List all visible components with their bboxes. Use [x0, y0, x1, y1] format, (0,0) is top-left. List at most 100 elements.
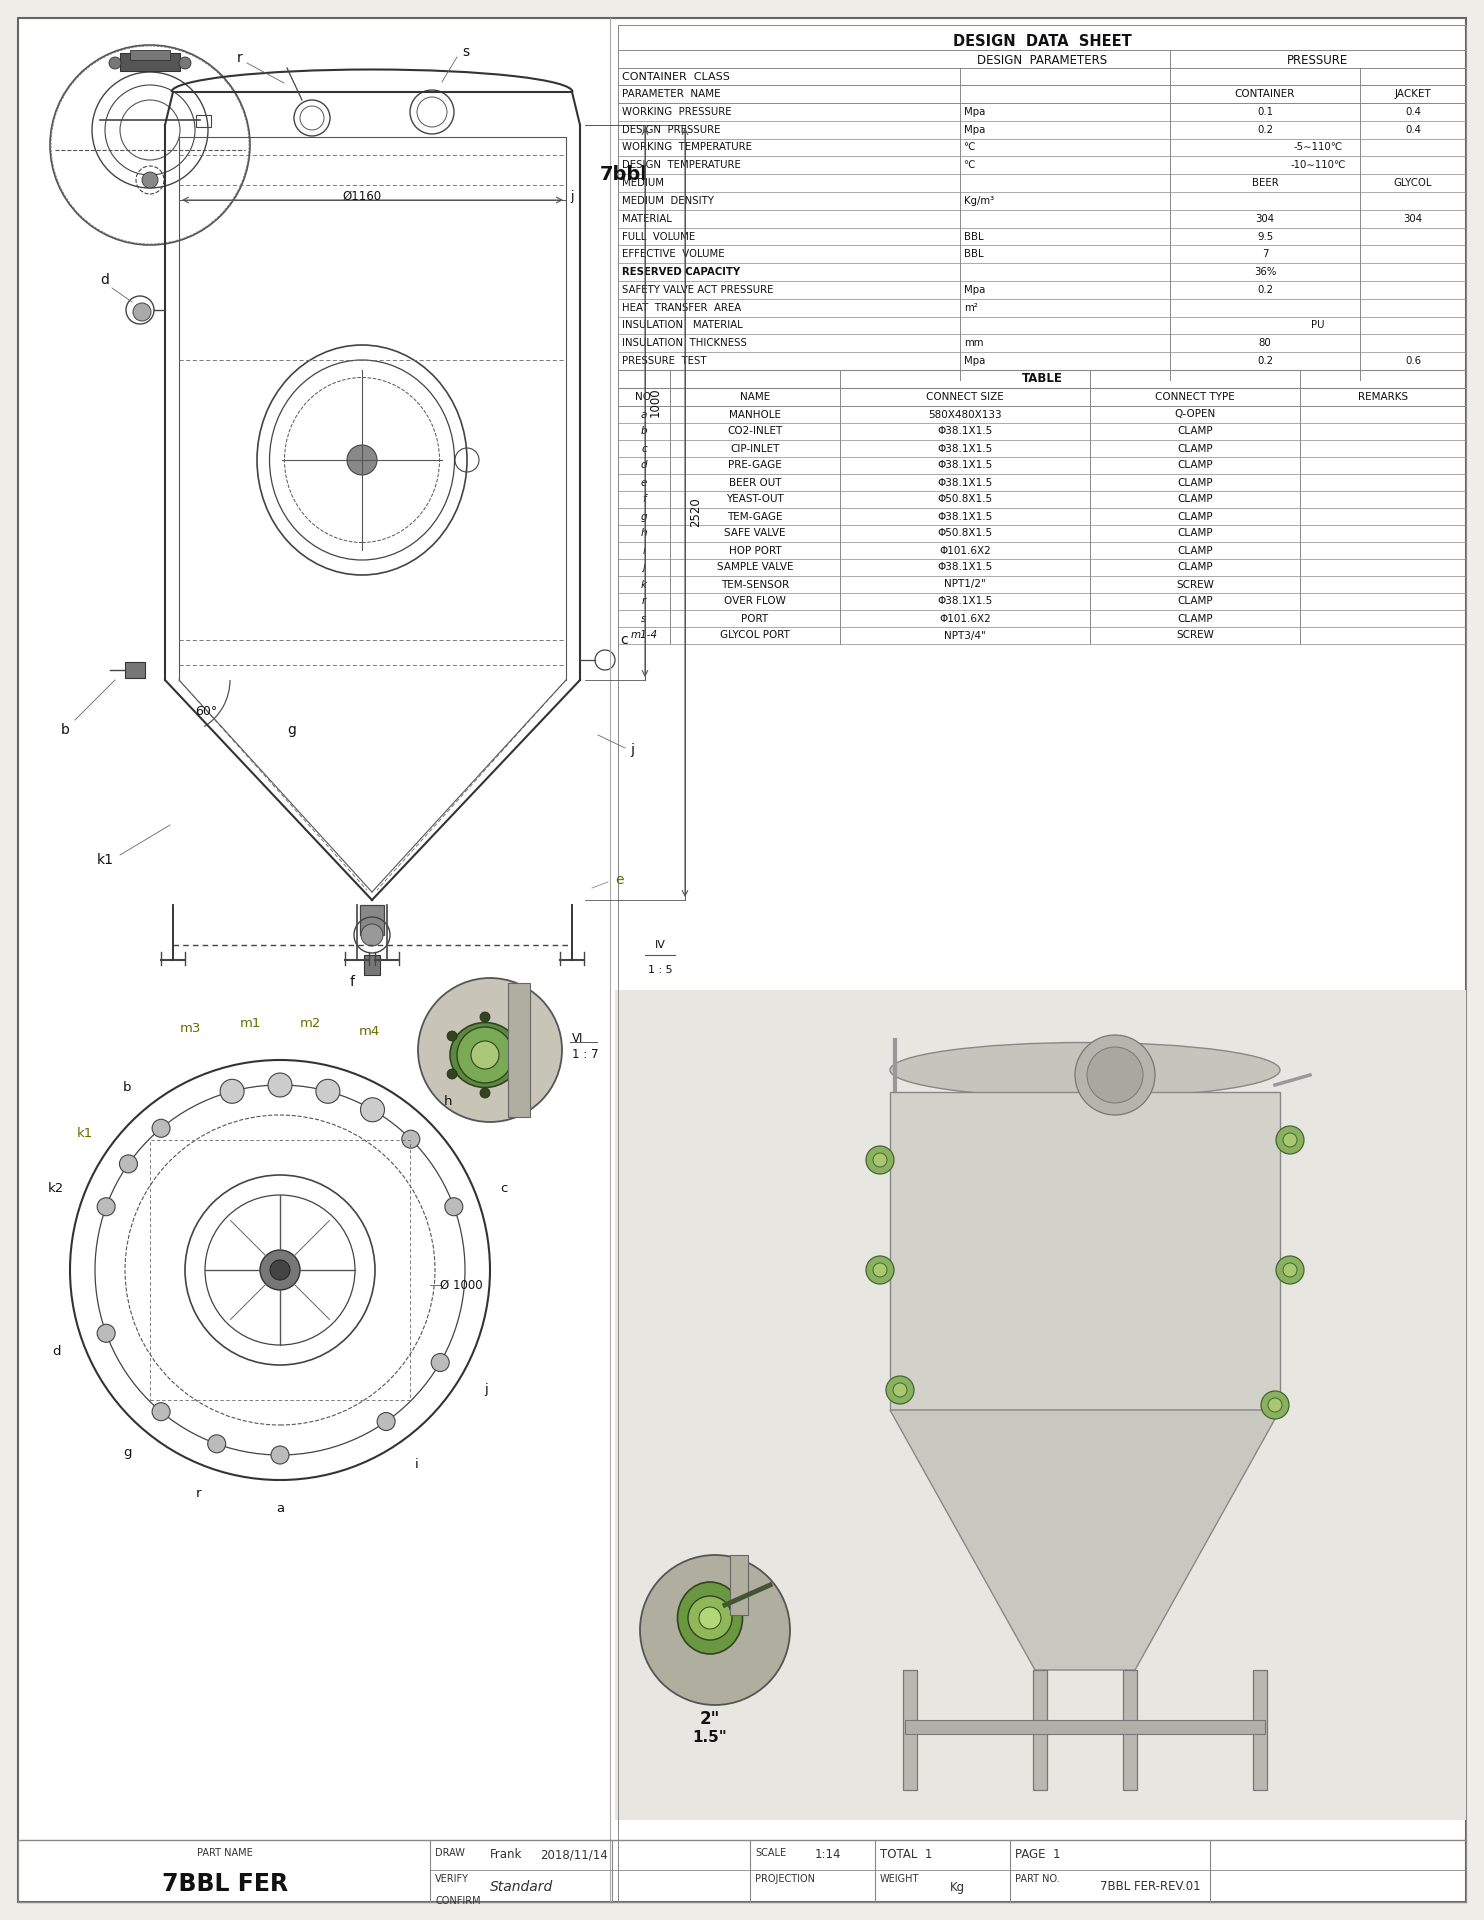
Text: j: j — [631, 743, 634, 756]
Text: Ø 1000: Ø 1000 — [439, 1279, 482, 1292]
Text: CLAMP: CLAMP — [1177, 426, 1212, 436]
Text: BBL: BBL — [965, 232, 984, 242]
Circle shape — [1261, 1390, 1290, 1419]
Text: PAGE  1: PAGE 1 — [1015, 1849, 1061, 1862]
Text: VI: VI — [571, 1031, 583, 1044]
Text: 1.5": 1.5" — [693, 1730, 727, 1745]
Circle shape — [361, 924, 383, 947]
Text: WORKING  TEMPERATURE: WORKING TEMPERATURE — [622, 142, 752, 152]
Text: TEM-GAGE: TEM-GAGE — [727, 511, 782, 522]
Bar — [902, 1670, 917, 1789]
Text: k1: k1 — [77, 1127, 93, 1140]
Bar — [131, 50, 171, 60]
Circle shape — [272, 1446, 289, 1463]
Text: 1 : 7: 1 : 7 — [571, 1048, 598, 1062]
Text: 2": 2" — [700, 1711, 720, 1728]
Circle shape — [119, 1156, 138, 1173]
Text: SCREW: SCREW — [1175, 630, 1214, 641]
Text: SCALE: SCALE — [755, 1847, 787, 1859]
Text: 7bbl: 7bbl — [600, 165, 649, 184]
Circle shape — [886, 1377, 914, 1404]
Text: PU: PU — [1312, 321, 1325, 330]
Text: CO2-INLET: CO2-INLET — [727, 426, 782, 436]
Circle shape — [96, 1325, 116, 1342]
Circle shape — [1267, 1398, 1282, 1411]
Bar — [1123, 1670, 1137, 1789]
Circle shape — [1074, 1035, 1155, 1116]
Ellipse shape — [678, 1582, 742, 1653]
Text: i: i — [414, 1459, 418, 1471]
Text: Mpa: Mpa — [965, 125, 985, 134]
Circle shape — [640, 1555, 789, 1705]
Text: CLAMP: CLAMP — [1177, 545, 1212, 555]
Bar — [364, 954, 380, 975]
Circle shape — [513, 1031, 522, 1041]
Text: BEER OUT: BEER OUT — [729, 478, 781, 488]
Text: Φ101.6X2: Φ101.6X2 — [939, 614, 991, 624]
Circle shape — [445, 1198, 463, 1215]
Text: 0.6: 0.6 — [1405, 355, 1422, 367]
Circle shape — [134, 303, 151, 321]
Text: CONFIRM: CONFIRM — [435, 1897, 481, 1907]
Text: EFFECTIVE  VOLUME: EFFECTIVE VOLUME — [622, 250, 724, 259]
Circle shape — [873, 1154, 887, 1167]
Text: PORT: PORT — [742, 614, 769, 624]
Text: 7BBL FER-REV.01: 7BBL FER-REV.01 — [1100, 1880, 1201, 1893]
Text: m4: m4 — [359, 1025, 380, 1039]
Text: HOP PORT: HOP PORT — [729, 545, 781, 555]
Text: PROJECTION: PROJECTION — [755, 1874, 815, 1884]
Text: MANHOLE: MANHOLE — [729, 409, 781, 419]
Text: d: d — [641, 461, 647, 470]
Text: 580X480X133: 580X480X133 — [928, 409, 1002, 419]
Circle shape — [108, 58, 122, 69]
Text: DESIGN  DATA  SHEET: DESIGN DATA SHEET — [953, 35, 1131, 50]
Text: Mpa: Mpa — [965, 355, 985, 367]
Text: a: a — [641, 409, 647, 419]
Text: CLAMP: CLAMP — [1177, 597, 1212, 607]
Bar — [1252, 1670, 1267, 1789]
Text: 304: 304 — [1404, 213, 1423, 225]
Text: 1 : 5: 1 : 5 — [647, 966, 672, 975]
Text: SAFETY VALVE ACT PRESSURE: SAFETY VALVE ACT PRESSURE — [622, 284, 773, 296]
Text: Φ50.8X1.5: Φ50.8X1.5 — [938, 528, 993, 538]
Text: SAFE VALVE: SAFE VALVE — [724, 528, 785, 538]
Circle shape — [447, 1069, 457, 1079]
Circle shape — [151, 1404, 171, 1421]
Text: 7: 7 — [1261, 250, 1269, 259]
Text: SAMPLE VALVE: SAMPLE VALVE — [717, 563, 794, 572]
Text: 9.5: 9.5 — [1257, 232, 1273, 242]
Text: g: g — [641, 511, 647, 522]
Text: m1-4: m1-4 — [631, 630, 657, 641]
Text: Mpa: Mpa — [965, 108, 985, 117]
Circle shape — [361, 1098, 384, 1121]
Circle shape — [180, 58, 191, 69]
Text: CLAMP: CLAMP — [1177, 461, 1212, 470]
Text: NO.: NO. — [635, 392, 653, 401]
Circle shape — [316, 1079, 340, 1104]
Text: Φ101.6X2: Φ101.6X2 — [939, 545, 991, 555]
Text: Φ50.8X1.5: Φ50.8X1.5 — [938, 495, 993, 505]
Text: PART NO.: PART NO. — [1015, 1874, 1060, 1884]
Text: 0.4: 0.4 — [1405, 108, 1422, 117]
Circle shape — [470, 1041, 499, 1069]
Text: CONTAINER  CLASS: CONTAINER CLASS — [622, 71, 730, 83]
Text: r: r — [643, 597, 646, 607]
Circle shape — [867, 1146, 893, 1173]
Text: d: d — [52, 1344, 61, 1357]
Text: Φ38.1X1.5: Φ38.1X1.5 — [938, 511, 993, 522]
Text: 80: 80 — [1258, 338, 1272, 348]
Text: j: j — [484, 1382, 488, 1396]
Text: NPT1/2": NPT1/2" — [944, 580, 985, 589]
Circle shape — [260, 1250, 300, 1290]
Text: 0.1: 0.1 — [1257, 108, 1273, 117]
Text: 7BBL FER: 7BBL FER — [162, 1872, 288, 1897]
Text: GLYCOL PORT: GLYCOL PORT — [720, 630, 789, 641]
Text: b: b — [61, 724, 70, 737]
Circle shape — [418, 977, 562, 1121]
Bar — [1033, 1670, 1048, 1789]
Text: e: e — [641, 478, 647, 488]
Text: CONTAINER: CONTAINER — [1235, 88, 1296, 100]
Text: YEAST-OUT: YEAST-OUT — [726, 495, 784, 505]
Bar — [905, 1720, 1264, 1734]
Text: CLAMP: CLAMP — [1177, 478, 1212, 488]
